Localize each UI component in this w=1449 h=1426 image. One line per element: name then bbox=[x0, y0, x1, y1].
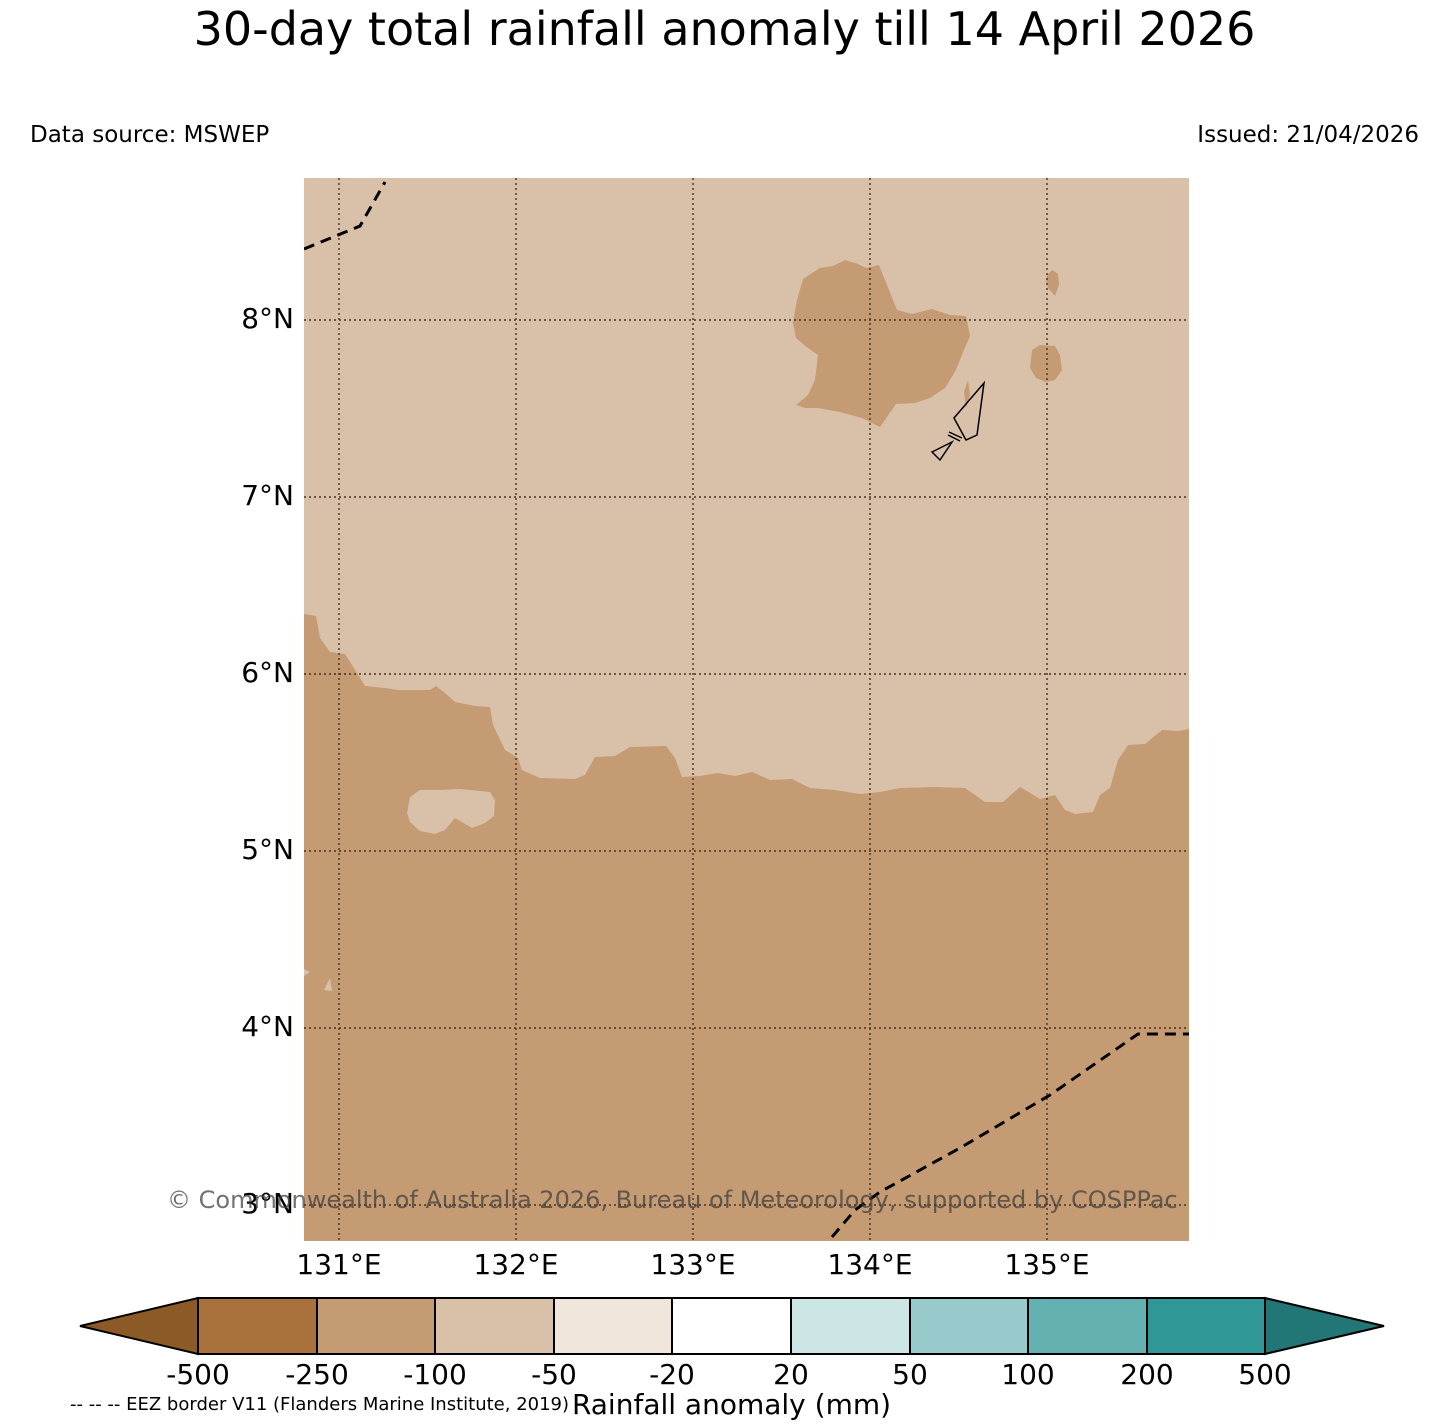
colorbar-extend-low bbox=[79, 1296, 199, 1356]
lat-label-6n: 6°N bbox=[241, 656, 294, 689]
anomaly-region-dark-south bbox=[304, 614, 1189, 1241]
colorbar-tick: -100 bbox=[403, 1358, 467, 1391]
copyright-text: © Commonwealth of Australia 2026, Bureau… bbox=[167, 1186, 1178, 1214]
lon-label-131e: 131°E bbox=[296, 1248, 382, 1281]
colorbar-tick: -50 bbox=[531, 1358, 577, 1391]
colorbar-tick: -250 bbox=[285, 1358, 349, 1391]
colorbar-tick: 50 bbox=[892, 1358, 928, 1391]
eez-legend-note: -- -- -- EEZ border V11 (Flanders Marine… bbox=[70, 1394, 570, 1415]
colorbar-tick: 200 bbox=[1120, 1358, 1174, 1391]
colorbar-label: Rainfall anomaly (mm) bbox=[571, 1388, 892, 1421]
lon-label-133e: 133°E bbox=[650, 1248, 736, 1281]
lat-label-7n: 7°N bbox=[241, 479, 294, 512]
lat-label-8n: 8°N bbox=[241, 302, 294, 335]
map-panel bbox=[304, 178, 1189, 1241]
issued-date-text: Issued: 21/04/2026 bbox=[1197, 122, 1419, 148]
colorbar-tick: 500 bbox=[1238, 1358, 1292, 1391]
lat-label-3n: 3°N bbox=[241, 1187, 294, 1220]
lat-label-4n: 4°N bbox=[241, 1010, 294, 1043]
lon-label-134e: 134°E bbox=[827, 1248, 913, 1281]
data-source-text: Data source: MSWEP bbox=[30, 122, 270, 148]
anomaly-region-dark-north bbox=[793, 260, 970, 427]
anomaly-region-dark-islet bbox=[1030, 345, 1062, 382]
lon-label-135e: 135°E bbox=[1004, 1248, 1090, 1281]
anomaly-speck bbox=[324, 978, 332, 991]
island-outline bbox=[930, 380, 986, 462]
colorbar-tick: 20 bbox=[773, 1358, 809, 1391]
anomaly-speck bbox=[304, 969, 310, 976]
colorbar bbox=[79, 1296, 1385, 1356]
anomaly-region-light-patch bbox=[407, 789, 495, 834]
graticule bbox=[304, 178, 1189, 1241]
anomaly-speck bbox=[964, 380, 970, 408]
anomaly-region-dark-islet bbox=[1046, 270, 1059, 296]
lon-label-132e: 132°E bbox=[473, 1248, 559, 1281]
colorbar-tick: -500 bbox=[166, 1358, 230, 1391]
eez-border bbox=[304, 181, 1189, 1238]
colorbar-tick: 100 bbox=[1001, 1358, 1055, 1391]
map-title: 30-day total rainfall anomaly till 14 Ap… bbox=[193, 2, 1256, 56]
lat-label-5n: 5°N bbox=[241, 833, 294, 866]
colorbar-tick: -20 bbox=[649, 1358, 695, 1391]
colorbar-extend-high bbox=[1264, 1296, 1385, 1356]
